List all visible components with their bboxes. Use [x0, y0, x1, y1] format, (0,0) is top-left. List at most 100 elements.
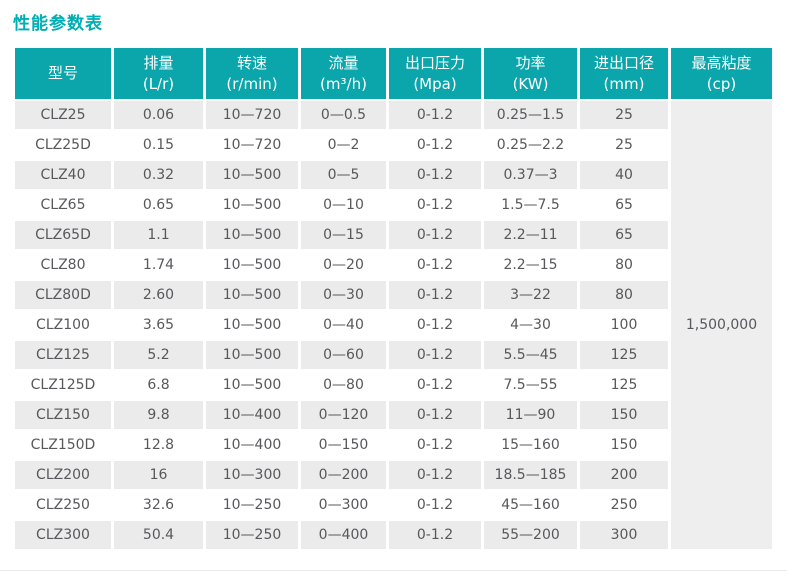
column-header-max-viscosity: 最高粘度 (cp): [671, 48, 772, 99]
table-cell: 0-1.2: [389, 401, 481, 429]
table-cell: 5.2: [114, 341, 203, 369]
table-cell: CLZ80D: [15, 281, 111, 309]
table-cell: 1.74: [114, 251, 203, 279]
table-cell: 0-1.2: [389, 101, 481, 129]
table-cell: 10—500: [206, 221, 298, 249]
table-cell: 10—500: [206, 161, 298, 189]
table-cell: 300: [580, 521, 668, 549]
table-cell: 5.5—45: [484, 341, 577, 369]
column-header-displacement: 排量 (L/r): [114, 48, 203, 99]
table-cell: 0—20: [301, 251, 386, 279]
table-row: CLZ25 0.06 10—720 0—0.5 0-1.2 0.25—1.5 25 1,500…: [15, 101, 772, 549]
table-cell: CLZ200: [15, 461, 111, 489]
table-cell: CLZ100: [15, 311, 111, 339]
table-cell: 0—60: [301, 341, 386, 369]
table-cell: 10—500: [206, 371, 298, 399]
column-label: 流量: [328, 54, 359, 73]
table-cell: 0—30: [301, 281, 386, 309]
table-cell: 125: [580, 371, 668, 399]
column-unit: (mm): [603, 74, 645, 93]
table-row: CLZ65D 1.1 10—500 0—15 0-1.2 2.2—11 65: [15, 221, 772, 249]
table-row: CLZ125 5.2 10—500 0—60 0-1.2 5.5—45 125: [15, 341, 772, 369]
max-viscosity-cell: 1,500,000: [671, 101, 772, 549]
table-cell: 16: [114, 461, 203, 489]
table-cell: 6.8: [114, 371, 203, 399]
table-cell: 10—250: [206, 491, 298, 519]
column-label: 出口压力: [404, 54, 465, 73]
table-cell: CLZ25D: [15, 131, 111, 159]
header-row: 型号 排量 (L/r) 转速 (r/min) 流量 (m³/h) 出口压力 (M…: [15, 48, 772, 99]
table-cell: 0—120: [301, 401, 386, 429]
table-cell: 45—160: [484, 491, 577, 519]
table-cell: CLZ250: [15, 491, 111, 519]
table-cell: 10—400: [206, 431, 298, 459]
column-label: 功率: [515, 54, 546, 73]
column-unit: (r/min): [226, 74, 278, 93]
table-cell: CLZ65: [15, 191, 111, 219]
table-cell: 0—40: [301, 311, 386, 339]
table-cell: 4—30: [484, 311, 577, 339]
table-cell: 10—500: [206, 251, 298, 279]
table-cell: 0—0.5: [301, 101, 386, 129]
table-header: 型号 排量 (L/r) 转速 (r/min) 流量 (m³/h) 出口压力 (M…: [15, 48, 772, 99]
table-cell: 10—500: [206, 281, 298, 309]
column-unit: (KW): [512, 74, 549, 93]
table-cell: 0-1.2: [389, 431, 481, 459]
table-row: CLZ40 0.32 10—500 0—5 0-1.2 0.37—3 40: [15, 161, 772, 189]
table-cell: 250: [580, 491, 668, 519]
table-cell: 0-1.2: [389, 491, 481, 519]
table-cell: 0-1.2: [389, 341, 481, 369]
table-cell: 0-1.2: [389, 191, 481, 219]
table-cell: 0-1.2: [389, 251, 481, 279]
table-cell: CLZ300: [15, 521, 111, 549]
table-cell: 7.5—55: [484, 371, 577, 399]
table-cell: CLZ150: [15, 401, 111, 429]
column-label: 最高粘度: [691, 54, 752, 73]
table-cell: CLZ150D: [15, 431, 111, 459]
table-cell: 10—720: [206, 131, 298, 159]
column-unit: (L/r): [142, 74, 175, 93]
table-cell: 10—500: [206, 341, 298, 369]
table-cell: 0.25—2.2: [484, 131, 577, 159]
column-label: 转速: [236, 54, 267, 73]
table-cell: 125: [580, 341, 668, 369]
table-cell: 0-1.2: [389, 311, 481, 339]
table-cell: 1.1: [114, 221, 203, 249]
table-row: CLZ200 16 10—300 0—200 0-1.2 18.5—185 200: [15, 461, 772, 489]
table-cell: 0-1.2: [389, 281, 481, 309]
table-cell: 10—250: [206, 521, 298, 549]
table-cell: 0-1.2: [389, 461, 481, 489]
table-cell: 0.06: [114, 101, 203, 129]
table-cell: 65: [580, 191, 668, 219]
table-cell: 0-1.2: [389, 161, 481, 189]
table-row: CLZ25D 0.15 10—720 0—2 0-1.2 0.25—2.2 25: [15, 131, 772, 159]
table-cell: 12.8: [114, 431, 203, 459]
table-cell: 2.2—11: [484, 221, 577, 249]
table-cell: CLZ125: [15, 341, 111, 369]
column-header-speed: 转速 (r/min): [206, 48, 298, 99]
table-cell: 0.25—1.5: [484, 101, 577, 129]
table-cell: 1.5—7.5: [484, 191, 577, 219]
table-cell: 0.32: [114, 161, 203, 189]
column-header-model: 型号: [15, 48, 111, 99]
table-cell: 10—500: [206, 191, 298, 219]
table-cell: 0—80: [301, 371, 386, 399]
table-cell: 25: [580, 101, 668, 129]
table-cell: 0-1.2: [389, 371, 481, 399]
table-cell: 11—90: [484, 401, 577, 429]
table-row: CLZ125D 6.8 10—500 0—80 0-1.2 7.5—55 125: [15, 371, 772, 399]
table-row: CLZ100 3.65 10—500 0—40 0-1.2 4—30 100: [15, 311, 772, 339]
table-cell: 0—150: [301, 431, 386, 459]
table-cell: CLZ40: [15, 161, 111, 189]
table-cell: 2.2—15: [484, 251, 577, 279]
column-unit: (Mpa): [413, 74, 457, 93]
table-cell: 32.6: [114, 491, 203, 519]
performance-spec-table: 型号 排量 (L/r) 转速 (r/min) 流量 (m³/h) 出口压力 (M…: [12, 46, 775, 551]
table-cell: 0—400: [301, 521, 386, 549]
table-cell: 10—400: [206, 401, 298, 429]
table-row: CLZ150D 12.8 10—400 0—150 0-1.2 15—160 150: [15, 431, 772, 459]
table-cell: 0—300: [301, 491, 386, 519]
column-header-port-diameter: 进出口径 (mm): [580, 48, 668, 99]
table-cell: 100: [580, 311, 668, 339]
table-cell: 0—2: [301, 131, 386, 159]
